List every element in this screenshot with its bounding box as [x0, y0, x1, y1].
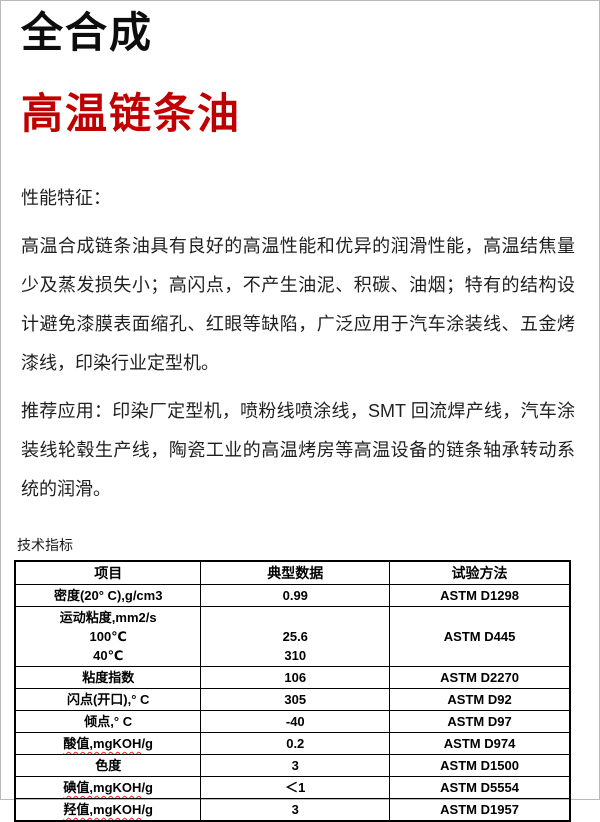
applications-paragraph: 推荐应用：印染厂定型机，喷粉线喷涂线，SMT 回流焊产线，汽车涂装线轮毂生产线，…	[21, 401, 575, 500]
spec-item-cell: 闪点(开口),° C	[14, 688, 202, 712]
table-row: 羟值,mgKOH/g 3 ASTM D1957	[14, 798, 571, 822]
header-typical-data: 典型数据	[200, 560, 391, 586]
spec-item-cell: 碘值,mgKOH/g	[14, 776, 202, 800]
spec-method-cell: ASTM D1957	[389, 798, 571, 822]
spellcheck-underline: 碘值,mgKOH	[63, 780, 142, 796]
product-title-line1: 全合成	[21, 9, 154, 56]
spec-method-cell: ASTM D92	[389, 688, 571, 712]
table-header-row: 项目 典型数据 试验方法	[14, 560, 571, 586]
spec-value-cell: 0.99	[200, 584, 391, 608]
spec-method-cell: ASTM D5554	[389, 776, 571, 800]
spec-table-caption: 技术指标	[17, 537, 73, 554]
spec-method-cell: ASTM D1500	[389, 754, 571, 778]
table-row: 粘度指数 106 ASTM D2270	[14, 666, 571, 690]
spec-method-cell: ASTM D445	[389, 606, 571, 668]
table-row: 色度 3 ASTM D1500	[14, 754, 571, 778]
spec-table-body: 密度(20° C),g/cm3 0.99 ASTM D1298 运动粘度,mm2/s 1…	[14, 584, 571, 822]
product-title-line2: 高温链条油	[21, 90, 242, 138]
spec-item-cell: 羟值,mgKOH/g	[14, 798, 202, 822]
spec-item-cell: 密度(20° C),g/cm3	[14, 584, 202, 608]
spec-value-cell: 25.6 310	[200, 606, 391, 668]
spec-value-cell: 305	[200, 688, 391, 712]
table-row: 酸值,mgKOH/g 0.2 ASTM D974	[14, 732, 571, 756]
spec-value-cell: ＜1	[200, 776, 391, 800]
header-test-method: 试验方法	[389, 560, 571, 586]
spec-item-cell: 酸值,mgKOH/g	[14, 732, 202, 756]
spec-method-cell: ASTM D974	[389, 732, 571, 756]
spec-value-cell: 3	[200, 798, 391, 822]
table-row: 碘值,mgKOH/g ＜1 ASTM D5554	[14, 776, 571, 800]
spellcheck-underline: 酸值,mgKOH	[63, 736, 142, 752]
spec-value-cell: 3	[200, 754, 391, 778]
spec-value-cell: 106	[200, 666, 391, 690]
spec-value-cell: 0.2	[200, 732, 391, 756]
spec-method-cell: ASTM D2270	[389, 666, 571, 690]
spec-value-cell: -40	[200, 710, 391, 734]
performance-heading: 性能特征：	[21, 188, 111, 209]
spec-item-cell: 粘度指数	[14, 666, 202, 690]
header-item: 项目	[14, 560, 202, 586]
spec-method-cell: ASTM D1298	[389, 584, 571, 608]
table-row: 运动粘度,mm2/s 100℃ 40℃ 25.6 310 ASTM D445	[14, 606, 571, 668]
performance-paragraph: 高温合成链条油具有良好的高温性能和优异的润滑性能，高温结焦量少及蒸发损失小；高闪…	[21, 236, 575, 374]
spec-item-cell: 倾点,° C	[14, 710, 202, 734]
table-row: 密度(20° C),g/cm3 0.99 ASTM D1298	[14, 584, 571, 608]
table-row: 闪点(开口),° C 305 ASTM D92	[14, 688, 571, 712]
spec-method-cell: ASTM D97	[389, 710, 571, 734]
spec-table: 项目 典型数据 试验方法 密度(20° C),g/cm3 0.99 ASTM D12…	[14, 560, 571, 822]
spec-item-cell: 运动粘度,mm2/s 100℃ 40℃	[14, 606, 202, 668]
table-row: 倾点,° C -40 ASTM D97	[14, 710, 571, 734]
spec-item-cell: 色度	[14, 754, 202, 778]
spellcheck-underline: 羟值,mgKOH	[63, 802, 142, 818]
